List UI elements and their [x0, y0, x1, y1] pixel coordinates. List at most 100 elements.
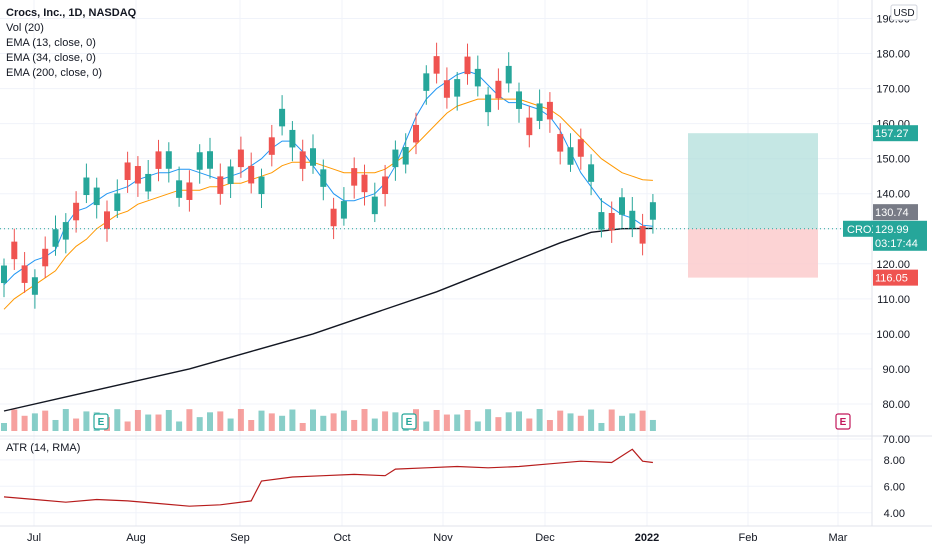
ema-line-2 [3, 227, 653, 412]
candle-body [299, 151, 306, 169]
candle-body [598, 212, 605, 230]
candle-body [639, 226, 646, 244]
y-tick-label: 140.00 [876, 189, 910, 201]
candle-body [207, 151, 213, 169]
position-zones[interactable] [688, 133, 818, 278]
stop-price-label-box [873, 269, 918, 286]
candle-body [382, 176, 389, 195]
stop-price-label: 116.05 [875, 273, 908, 285]
candle-body [1, 265, 7, 284]
candle-body [474, 68, 481, 87]
volume-bar [516, 411, 522, 431]
volume-bar [454, 414, 461, 431]
candle-body [196, 152, 203, 170]
y-tick-label: 70.00 [882, 434, 910, 446]
ema13-price-label: 130.74 [875, 207, 909, 219]
candle-body [340, 201, 347, 219]
candle-body [608, 212, 615, 231]
earnings-marker-label: E [840, 417, 847, 428]
y-tick-label: 120.00 [876, 259, 910, 271]
volume-bar [268, 413, 275, 431]
candle-body [73, 202, 80, 221]
atr-pane [0, 435, 932, 514]
earnings-marker-1[interactable] [401, 413, 417, 430]
legend-ema34[interactable]: EMA (34, close, 0) [6, 52, 96, 64]
candle-body [42, 248, 49, 267]
ema-line-0 [3, 70, 653, 286]
candle-body [361, 174, 368, 193]
volume-bar [433, 409, 440, 431]
candle-body [433, 56, 440, 74]
candle-body [237, 149, 244, 168]
x-tick-label: Aug [126, 532, 146, 544]
volume-bar [279, 415, 286, 431]
atr-legend[interactable]: ATR (14, RMA) [6, 442, 81, 454]
volume-bar [536, 409, 543, 431]
candle-body [310, 148, 316, 166]
candle-body [495, 80, 502, 99]
earnings-marker-2[interactable] [835, 413, 851, 430]
volume-bar [1, 423, 7, 431]
volume-bar [485, 409, 492, 431]
candle-body [629, 210, 636, 229]
candle-body [104, 211, 110, 229]
volume-bar [155, 414, 162, 431]
volume-bar [392, 412, 399, 431]
candle-body [649, 202, 656, 220]
volume-bar [598, 422, 605, 431]
legend-vol[interactable]: Vol (20) [6, 22, 44, 34]
loss-zone [688, 228, 818, 278]
candle-body [371, 196, 378, 215]
volume-bar [196, 417, 203, 431]
volume-bar [330, 413, 337, 431]
candle-body [186, 182, 193, 200]
candle-body [330, 208, 337, 227]
last-price-box [873, 220, 927, 251]
candle-body [11, 241, 18, 260]
volume-bar [588, 409, 595, 431]
volume-bar [62, 409, 69, 431]
volume-bar [629, 413, 636, 431]
volume-bar [526, 418, 533, 431]
candle-body [114, 193, 121, 211]
earnings-marker-0[interactable] [93, 413, 109, 430]
candle-body [145, 173, 152, 192]
candle-body [83, 177, 90, 196]
volume-bar [577, 415, 584, 431]
volume-bar [299, 422, 306, 431]
candle-body [423, 73, 430, 91]
volume-bar [258, 410, 265, 431]
candle-body [31, 277, 38, 295]
candle-body [588, 164, 595, 182]
legend-ema200[interactable]: EMA (200, close, 0) [6, 67, 102, 79]
x-tick-label: Sep [230, 532, 250, 544]
currency-box [890, 4, 918, 21]
earnings-marker-label: E [98, 417, 105, 428]
volume-bar [42, 410, 49, 431]
x-tick-label: Oct [333, 532, 350, 544]
candle-body [619, 197, 625, 215]
candle-body [217, 176, 224, 194]
legend-title[interactable]: Crocs, Inc., 1D, NASDAQ [6, 7, 137, 19]
volume-bar [608, 409, 615, 431]
profit-zone [688, 133, 818, 229]
volume-bar [310, 409, 316, 431]
legend-ema13[interactable]: EMA (13, close, 0) [6, 37, 96, 49]
candle-body [124, 162, 131, 180]
volume-bar [320, 415, 327, 431]
symbol-label: CROX [847, 224, 879, 236]
candle-body [392, 149, 399, 168]
y-tick-label: 100.00 [876, 329, 910, 341]
volume-bar [639, 410, 646, 431]
volume-bar [217, 411, 224, 431]
candle-body [52, 229, 59, 247]
candle-body [279, 108, 286, 127]
volume-bar [134, 409, 141, 431]
candle-body [62, 222, 69, 240]
volume-bar [340, 410, 347, 431]
candle-body [258, 176, 265, 195]
